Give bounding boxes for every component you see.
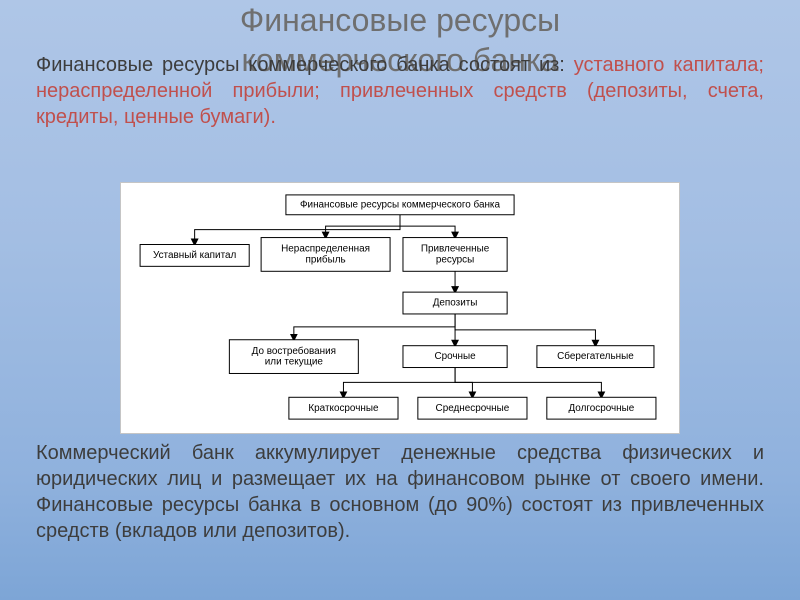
node-vostr: До востребованияили текущие: [229, 340, 358, 374]
node-label: ресурсы: [436, 255, 474, 266]
node-krat: Краткосрочные: [289, 397, 398, 419]
node-ustav: Уставный капитал: [140, 245, 249, 267]
node-label: Депозиты: [433, 298, 478, 309]
edge-root-privl: [400, 215, 455, 238]
node-depo: Депозиты: [403, 292, 507, 314]
node-root: Финансовые ресурсы коммерческого банка: [286, 195, 514, 215]
node-label: Финансовые ресурсы коммерческого банка: [300, 199, 500, 210]
node-label: До востребования: [252, 346, 336, 357]
title-line1: Финансовые ресурсы: [240, 2, 560, 38]
node-label: Уставный капитал: [153, 250, 237, 261]
hierarchy-diagram: Финансовые ресурсы коммерческого банка Ус…: [121, 183, 679, 433]
node-dolg: Долгосрочные: [547, 397, 656, 419]
node-label: или текущие: [265, 357, 324, 368]
edge-root-nerasp: [326, 215, 400, 238]
node-label: Краткосрочные: [308, 403, 379, 414]
node-label: Привлеченные: [421, 244, 490, 255]
node-privl: Привлеченныересурсы: [403, 238, 507, 272]
node-sber: Сберегательные: [537, 346, 654, 368]
node-label: Нераспределенная: [281, 244, 370, 255]
node-label: Срочные: [434, 351, 476, 362]
node-label: прибыль: [306, 255, 346, 266]
edge-sroch-dolg: [455, 368, 601, 398]
node-nerasp: Нераспределеннаяприбыль: [261, 238, 390, 272]
node-label: Долгосрочные: [568, 403, 634, 414]
intro-text-black: Финансовые ресурсы коммерческого банка с…: [36, 54, 574, 76]
outro-paragraph: Коммерческий банк аккумулирует денежные …: [36, 440, 764, 544]
node-label: Сберегательные: [557, 351, 634, 362]
node-sred: Среднесрочные: [418, 397, 527, 419]
node-sroch: Срочные: [403, 346, 507, 368]
intro-paragraph: Финансовые ресурсы коммерческого банка с…: [36, 52, 764, 130]
edge-sroch-krat: [343, 368, 455, 398]
node-label: Среднесрочные: [436, 403, 510, 414]
diagram-container: Финансовые ресурсы коммерческого банка Ус…: [120, 182, 680, 434]
edge-depo-sber: [455, 314, 595, 346]
edge-depo-vostr: [294, 314, 455, 340]
